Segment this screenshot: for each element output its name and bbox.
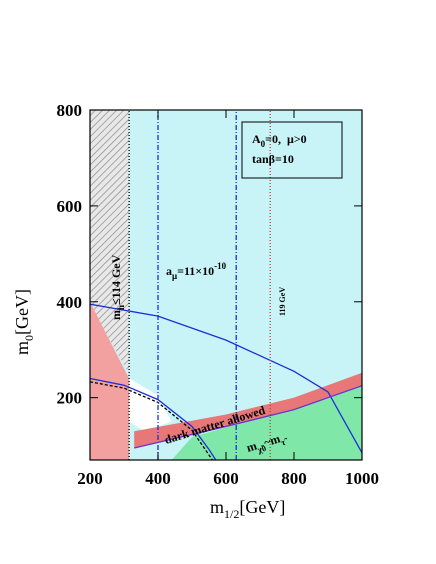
y-tick-label: 600 bbox=[57, 197, 83, 216]
x-tick-label: 200 bbox=[77, 469, 103, 488]
lines bbox=[90, 110, 362, 460]
mh-label: mh≤114 GeV bbox=[109, 254, 126, 320]
axes: 200 400 600 800 1000 200 400 600 800 bbox=[57, 101, 380, 488]
amu-label: aμ=11×10-10 bbox=[166, 261, 227, 281]
info-box bbox=[241, 121, 343, 179]
box-line-2: tanβ=10 bbox=[252, 152, 294, 166]
x-axis-label: m1/2[GeV] bbox=[210, 497, 285, 521]
h119-label: 119 GeV bbox=[278, 287, 287, 316]
curve bbox=[90, 377, 217, 460]
regions bbox=[90, 110, 362, 460]
coann-label: mχ̃0~mτ̃ bbox=[245, 429, 290, 457]
y-tick-label: 400 bbox=[57, 293, 83, 312]
region bbox=[134, 372, 362, 449]
y-axis-label: m0[GeV] bbox=[12, 289, 36, 355]
region bbox=[90, 110, 130, 374]
x-tick-label: 400 bbox=[145, 469, 171, 488]
curve bbox=[134, 385, 362, 449]
x-tick-label: 600 bbox=[213, 469, 239, 488]
y-tick-label: 800 bbox=[57, 101, 83, 120]
region bbox=[171, 384, 362, 460]
region bbox=[90, 296, 130, 460]
x-tick-label: 1000 bbox=[345, 469, 379, 488]
plot-frame bbox=[89, 109, 363, 461]
x-tick-label: 800 bbox=[281, 469, 307, 488]
box-line-1: A0=0, μ>0 bbox=[252, 132, 307, 149]
y-tick-label: 200 bbox=[57, 389, 83, 408]
curve bbox=[90, 303, 362, 454]
